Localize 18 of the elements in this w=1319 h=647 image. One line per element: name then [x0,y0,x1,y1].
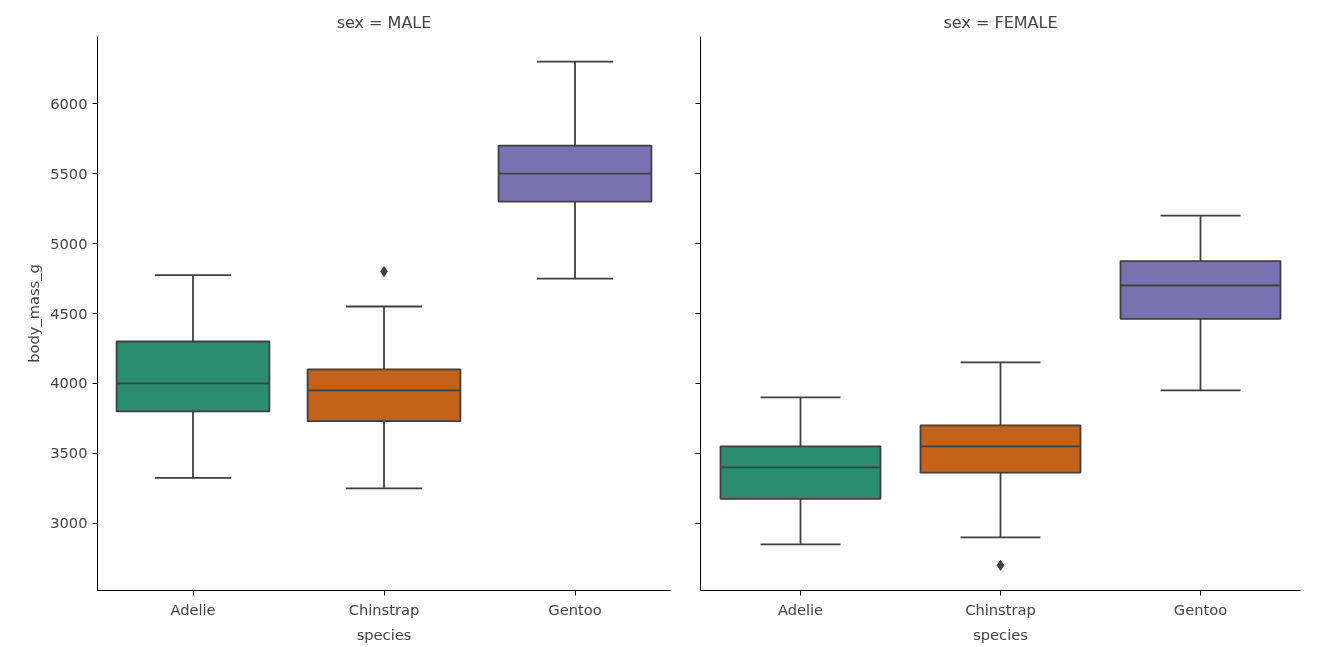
chart-title: sex = FEMALE [943,12,1058,32]
y-axis-title: body_mass_g [25,264,43,363]
y-tick-label: 5500 [50,164,88,182]
chart-title: sex = MALE [336,12,432,32]
x-tick-label: Adelie [777,600,824,618]
y-tick-label: 5000 [50,234,88,252]
x-tick-label: Adelie [170,600,216,618]
y-tick-label: 4000 [50,374,88,392]
x-tick-label: Chinstrap [348,600,420,618]
x-tick-label: Gentoo [1173,600,1228,618]
x-axis-title: species [973,625,1028,643]
y-tick-label: 3500 [50,444,88,462]
x-axis-title: species [356,625,412,643]
x-tick-label: Chinstrap [965,600,1036,618]
y-tick-label: 6000 [50,94,88,112]
y-tick-label: 3000 [50,514,88,532]
x-tick-label: Gentoo [548,600,602,618]
y-tick-label: 4500 [50,304,88,322]
